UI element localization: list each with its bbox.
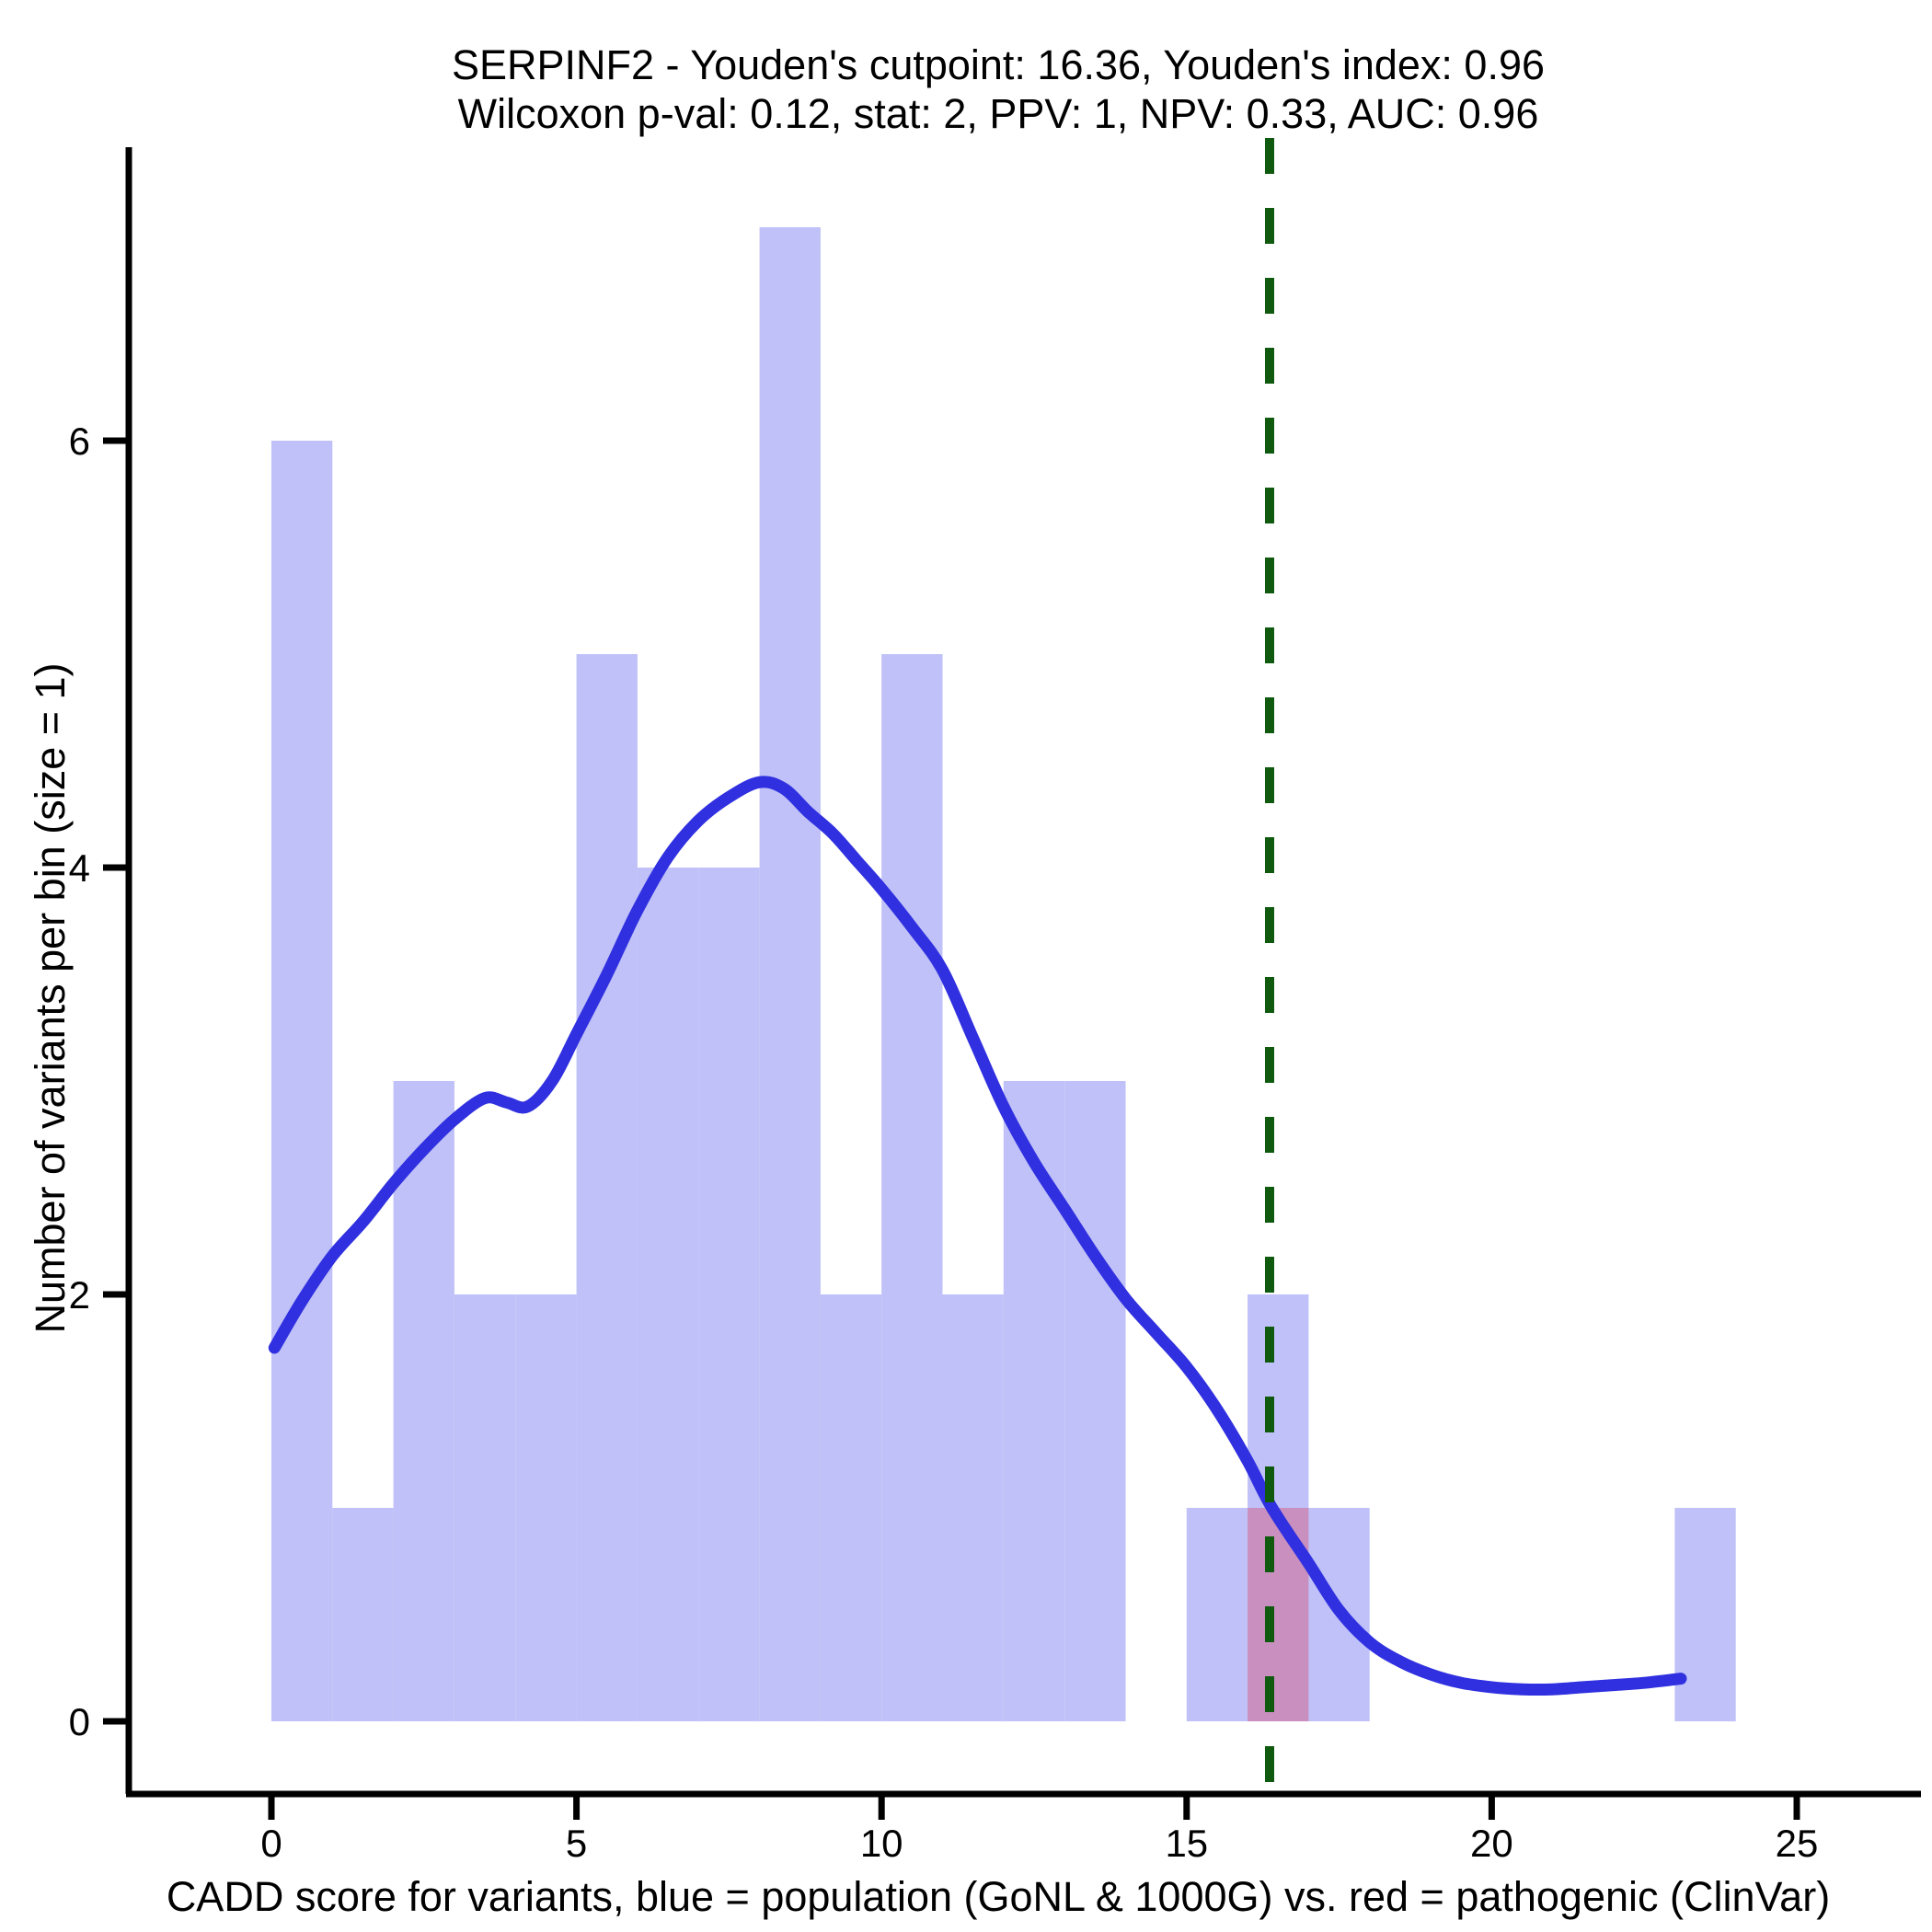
population-histogram-bar	[759, 227, 821, 1721]
chart-title: SERPINF2 - Youden's cutpoint: 16.36, You…	[64, 40, 1932, 138]
population-histogram-bar	[637, 868, 699, 1721]
chart-title-line1: SERPINF2 - Youden's cutpoint: 16.36, You…	[451, 41, 1546, 88]
population-histogram-bar	[698, 868, 760, 1721]
population-histogram-bar	[515, 1294, 577, 1721]
x-axis-label: CADD score for variants, blue = populati…	[166, 1873, 1831, 1920]
population-histogram-bar	[820, 1294, 882, 1721]
population-histogram-bar	[1003, 1081, 1065, 1721]
population-histogram-bar	[393, 1081, 454, 1721]
population-histogram-bar	[271, 441, 333, 1721]
y-tick-label: 4	[69, 846, 90, 890]
x-tick-label: 20	[1470, 1822, 1513, 1865]
x-tick-label: 5	[566, 1822, 587, 1865]
chart-title-line2: Wilcoxon p-val: 0.12, stat: 2, PPV: 1, N…	[457, 90, 1539, 137]
population-histogram-bar	[1186, 1508, 1248, 1721]
population-histogram-bar	[881, 654, 943, 1721]
density-curve	[268, 776, 1687, 1696]
x-tick-label: 10	[860, 1822, 903, 1865]
population-histogram-bar	[332, 1508, 394, 1721]
x-tick-label: 15	[1165, 1822, 1208, 1865]
x-tick-label: 25	[1776, 1822, 1819, 1865]
y-axis-label: Number of variants per bin (size = 1)	[27, 662, 74, 1334]
y-tick-label: 2	[69, 1273, 90, 1317]
population-histogram-bar	[1674, 1508, 1736, 1721]
y-tick-label: 6	[69, 420, 90, 463]
y-tick-label: 0	[69, 1700, 90, 1743]
population-histogram-bar	[576, 654, 638, 1721]
population-histogram-bar	[454, 1294, 516, 1721]
population-histogram-bar	[942, 1294, 1004, 1721]
x-tick-label: 0	[260, 1822, 282, 1865]
population-histogram-bar	[1064, 1081, 1126, 1721]
